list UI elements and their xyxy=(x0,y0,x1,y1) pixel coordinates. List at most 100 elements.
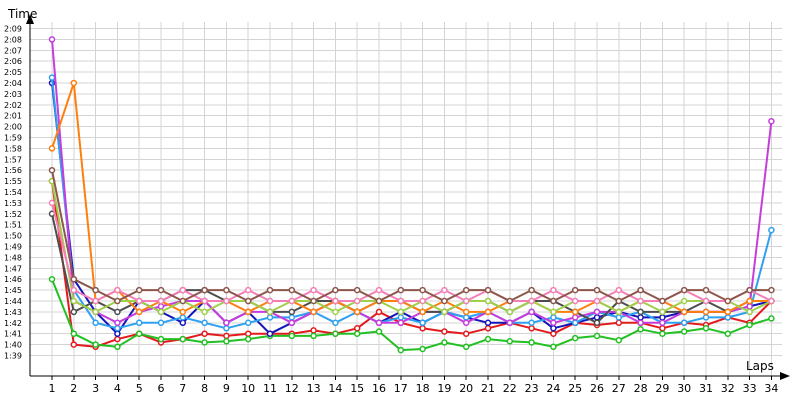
data-point xyxy=(441,328,448,335)
data-point xyxy=(310,327,317,334)
data-point xyxy=(114,335,121,343)
data-point xyxy=(244,330,252,337)
data-point xyxy=(310,308,317,316)
data-point xyxy=(92,341,99,348)
data-point xyxy=(593,332,601,340)
data-point xyxy=(484,335,492,343)
data-point xyxy=(680,286,688,294)
data-point xyxy=(48,166,56,174)
data-point xyxy=(375,286,383,294)
data-point xyxy=(528,339,535,346)
axes xyxy=(26,14,790,380)
y-axis-arrow xyxy=(26,14,34,24)
data-point xyxy=(244,319,252,327)
x-tick-label: 22 xyxy=(503,382,517,395)
data-point xyxy=(353,330,361,337)
data-point xyxy=(201,297,208,305)
x-tick-label: 34 xyxy=(764,382,778,395)
data-point xyxy=(201,286,208,294)
y-tick-label: 1:43 xyxy=(4,308,22,317)
x-tick-label: 7 xyxy=(179,382,186,395)
data-point xyxy=(223,332,230,340)
x-tick-label: 23 xyxy=(525,382,539,395)
x-tick-label: 26 xyxy=(590,382,604,395)
y-tick-label: 2:04 xyxy=(4,79,22,88)
data-point xyxy=(441,339,448,346)
x-tick-label: 24 xyxy=(546,382,560,395)
x-tick-label: 30 xyxy=(677,382,691,395)
data-point xyxy=(223,319,230,327)
data-point xyxy=(768,286,775,294)
y-tick-label: 1:40 xyxy=(4,341,22,350)
x-tick-label: 11 xyxy=(263,382,277,395)
data-point xyxy=(746,286,753,294)
data-point xyxy=(659,297,666,305)
data-point xyxy=(375,297,383,305)
data-point xyxy=(746,321,753,329)
data-point xyxy=(114,286,121,294)
data-point xyxy=(397,297,405,305)
series-9 xyxy=(48,199,775,305)
data-point xyxy=(484,308,492,316)
data-point xyxy=(179,335,187,343)
series-2 xyxy=(48,275,775,354)
data-point xyxy=(550,343,557,351)
y-tick-label: 1:53 xyxy=(4,199,22,208)
data-point xyxy=(528,297,535,305)
data-point xyxy=(528,325,535,332)
series-line xyxy=(51,180,773,348)
y-tick-label: 1:57 xyxy=(4,155,22,164)
data-point xyxy=(223,286,230,294)
data-point xyxy=(724,314,732,321)
y-tick-label: 2:09 xyxy=(4,25,22,34)
data-point xyxy=(353,286,361,294)
data-point xyxy=(615,297,623,305)
data-point xyxy=(288,332,296,340)
data-point xyxy=(441,308,448,316)
data-point xyxy=(332,286,339,294)
data-point xyxy=(746,297,753,305)
y-tick-label: 1:47 xyxy=(4,264,22,273)
data-point xyxy=(157,308,165,316)
x-tick-label: 2 xyxy=(70,382,77,395)
data-point xyxy=(266,308,274,316)
data-point xyxy=(419,319,426,327)
data-point xyxy=(637,326,644,333)
data-point xyxy=(462,297,470,305)
y-tick-label: 2:05 xyxy=(4,68,22,77)
x-tick-label: 32 xyxy=(721,382,735,395)
y-tick-label: 2:03 xyxy=(4,90,22,99)
data-point xyxy=(419,325,426,332)
data-point xyxy=(768,226,775,234)
data-point xyxy=(375,308,383,316)
data-point xyxy=(637,286,644,294)
data-point xyxy=(332,319,339,327)
data-point xyxy=(419,308,426,316)
data-point xyxy=(615,314,623,321)
data-point xyxy=(288,314,296,321)
data-point xyxy=(353,325,361,332)
data-point xyxy=(70,286,78,294)
data-point xyxy=(135,308,143,316)
series-line xyxy=(51,77,773,330)
data-point xyxy=(70,330,78,337)
data-point xyxy=(70,308,78,316)
data-point xyxy=(702,297,710,305)
data-point xyxy=(528,319,535,327)
data-point xyxy=(179,308,187,316)
data-point xyxy=(550,297,557,305)
y-tick-label: 1:42 xyxy=(4,319,22,328)
data-point xyxy=(637,319,644,327)
data-point xyxy=(179,286,187,294)
data-point xyxy=(288,319,296,327)
y-axis-title: Time xyxy=(7,7,37,21)
data-point xyxy=(179,297,187,305)
data-point xyxy=(768,117,775,125)
data-point xyxy=(615,286,623,294)
series-line xyxy=(51,170,772,302)
x-tick-label: 3 xyxy=(92,382,99,395)
y-tick-label: 2:07 xyxy=(4,46,22,55)
data-point xyxy=(550,308,557,316)
data-point xyxy=(550,325,557,332)
data-point xyxy=(353,308,361,316)
